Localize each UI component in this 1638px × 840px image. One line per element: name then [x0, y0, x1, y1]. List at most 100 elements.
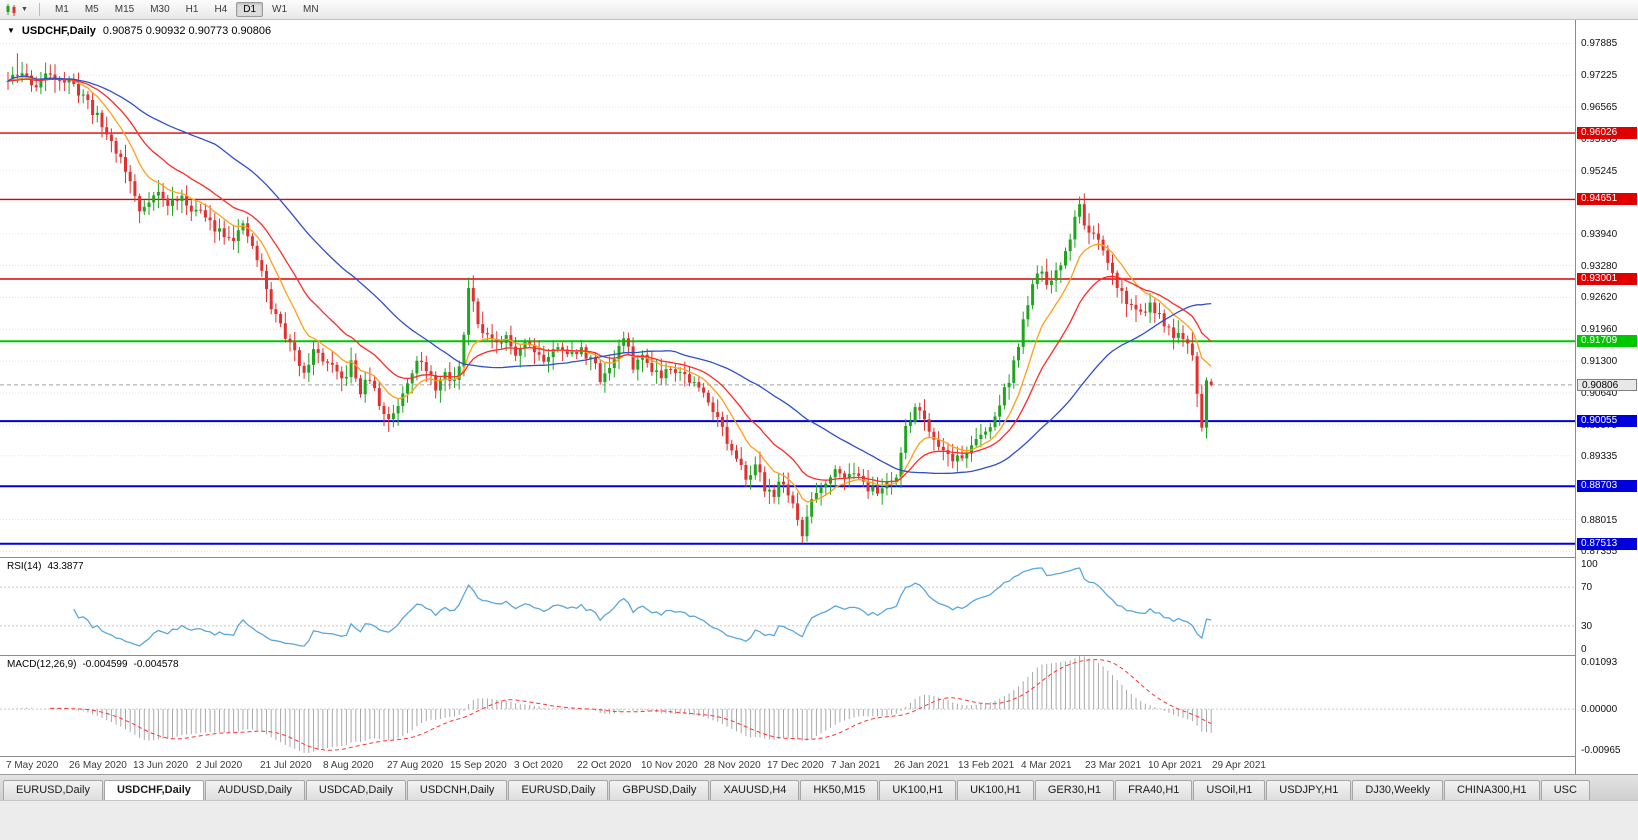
date-axis-label: 13 Feb 2021: [958, 760, 1015, 771]
price-axis-label: 0.89335: [1581, 451, 1618, 462]
date-axis-label: 10 Nov 2020: [641, 760, 698, 771]
panel-divider[interactable]: [0, 655, 1638, 656]
macd-signal-value: -0.004578: [133, 659, 179, 670]
date-axis-label: 27 Aug 2020: [387, 760, 444, 771]
price-tag-support[interactable]: 0.88703: [1577, 480, 1637, 492]
date-axis-label: 29 Apr 2021: [1212, 760, 1266, 771]
chart-tab[interactable]: GBPUSD,Daily: [609, 780, 710, 800]
rsi-axis-label: 30: [1581, 621, 1593, 632]
date-axis-label: 13 Jun 2020: [133, 760, 189, 771]
chart-menu-icon[interactable]: ▼: [7, 26, 15, 35]
price-axis-label: 0.97885: [1581, 38, 1618, 49]
timeframe-button-h1[interactable]: H1: [185, 4, 199, 15]
chart-tab[interactable]: AUDUSD,Daily: [204, 780, 305, 800]
date-axis-label: 7 Jan 2021: [831, 760, 881, 771]
price-tag-resistance[interactable]: 0.94651: [1577, 193, 1637, 205]
chart-tab[interactable]: USDCAD,Daily: [305, 780, 406, 800]
date-axis-label: 22 Oct 2020: [577, 760, 632, 771]
macd-axis-label: -0.00965: [1581, 745, 1621, 756]
rsi-panel-canvas[interactable]: [0, 558, 1575, 655]
toolbar-separator: [38, 3, 40, 16]
macd-label: MACD(12,26,9) -0.004599 -0.004578: [7, 659, 179, 670]
timeframe-button-mn[interactable]: MN: [303, 4, 319, 15]
date-axis-label: 2 Jul 2020: [196, 760, 243, 771]
price-axis-label: 0.97225: [1581, 70, 1618, 81]
rsi-label: RSI(14) 43.3877: [7, 561, 84, 572]
price-tag-resistance[interactable]: 0.93001: [1577, 273, 1637, 285]
chart-ohlc-values: 0.90875 0.90932 0.90773 0.90806: [102, 25, 272, 37]
rsi-axis-label: 100: [1581, 559, 1598, 570]
price-tag-current-price[interactable]: 0.90806: [1577, 379, 1637, 391]
price-axis-label: 0.93940: [1581, 229, 1618, 240]
date-axis-label: 7 May 2020: [6, 760, 59, 771]
price-axis-label: 0.90640: [1581, 388, 1618, 399]
status-bar: [0, 800, 1638, 840]
date-axis-divider: [0, 756, 1638, 757]
price-tag-support[interactable]: 0.87513: [1577, 538, 1637, 550]
chart-tab[interactable]: HK50,M15: [800, 780, 879, 800]
macd-axis-label: 0.01093: [1581, 657, 1618, 668]
macd-axis-label: 0.00000: [1581, 704, 1618, 715]
macd-panel-canvas[interactable]: [0, 656, 1575, 756]
timeframe-button-w1[interactable]: W1: [272, 4, 288, 15]
date-axis-label: 10 Apr 2021: [1148, 760, 1202, 771]
date-axis-label: 21 Jul 2020: [260, 760, 312, 771]
timeframe-button-m15[interactable]: M15: [114, 4, 135, 15]
chart-tab[interactable]: CHINA300,H1: [1443, 780, 1540, 800]
chart-tab[interactable]: GER30,H1: [1034, 780, 1115, 800]
date-axis-label: 26 Jan 2021: [894, 760, 950, 771]
chart-tab[interactable]: EURUSD,Daily: [3, 780, 103, 800]
chart-tab[interactable]: FRA40,H1: [1115, 780, 1193, 800]
timeframe-button-m5[interactable]: M5: [84, 4, 99, 15]
price-axis-label: 0.91300: [1581, 356, 1618, 367]
chart-tab[interactable]: XAUUSD,H4: [710, 780, 800, 800]
price-axis-label: 0.93280: [1581, 261, 1618, 272]
price-axis-label: 0.92620: [1581, 292, 1618, 303]
date-axis-label: 15 Sep 2020: [450, 760, 507, 771]
chart-tab[interactable]: EURUSD,Daily: [508, 780, 609, 800]
chart-tab[interactable]: DJ30,Weekly: [1352, 780, 1443, 800]
date-axis[interactable]: 7 May 2020 26 May 2020 13 Jun 2020 2 Jul 20…: [0, 757, 1575, 774]
macd-name: MACD(12,26,9): [7, 659, 77, 670]
panel-divider[interactable]: [0, 557, 1638, 558]
macd-main-value: -0.004599: [82, 659, 128, 670]
chart-tab[interactable]: USDCNH,Daily: [406, 780, 508, 800]
chart-tab-bar: EURUSD,Daily USDCHF,Daily AUDUSD,Daily USDC…: [0, 774, 1638, 800]
rsi-axis-label: 0: [1581, 644, 1587, 655]
date-axis-label: 4 Mar 2021: [1021, 760, 1072, 771]
chart-symbol-label: USDCHF,Daily: [21, 25, 96, 37]
chart-type-dropdown-icon[interactable]: ▼: [21, 6, 28, 13]
date-axis-label: 28 Nov 2020: [704, 760, 761, 771]
price-axis-label: 0.95905: [1581, 134, 1618, 145]
top-toolbar: ▼ M1 M5 M15 M30 H1 H4 D1 W1 MN: [0, 0, 1638, 20]
candlestick-chart-icon[interactable]: [4, 3, 20, 17]
date-axis-label: 3 Oct 2020: [514, 760, 563, 771]
price-axis-label: 0.91960: [1581, 324, 1618, 335]
price-axis-label: 0.96565: [1581, 102, 1618, 113]
price-tag-support[interactable]: 0.90055: [1577, 415, 1637, 427]
price-axis-label: 0.95245: [1581, 166, 1618, 177]
chart-tab[interactable]: USDCHF,Daily: [103, 780, 204, 800]
rsi-axis-label: 70: [1581, 582, 1593, 593]
chart-tab[interactable]: UK100,H1: [957, 780, 1034, 800]
date-axis-label: 8 Aug 2020: [323, 760, 374, 771]
price-tag-resistance[interactable]: 0.96026: [1577, 127, 1637, 139]
chart-title: ▼ USDCHF,Daily 0.90875 0.90932 0.90773 0…: [7, 25, 271, 37]
price-axis[interactable]: 0.97885 0.97225 0.96565 0.95905 0.95245 0.939…: [1575, 20, 1638, 774]
chart-tab[interactable]: UK100,H1: [879, 780, 957, 800]
timeframe-toolbar: M1 M5 M15 M30 H1 H4 D1 W1 MN: [47, 2, 327, 17]
main-chart-canvas[interactable]: [0, 20, 1575, 557]
chart-tab[interactable]: USOil,H1: [1193, 780, 1266, 800]
date-axis-label: 23 Mar 2021: [1085, 760, 1142, 771]
date-axis-label: 26 May 2020: [69, 760, 127, 771]
timeframe-button-h4[interactable]: H4: [214, 4, 228, 15]
timeframe-button-m30[interactable]: M30: [150, 4, 170, 15]
chart-tab[interactable]: USC: [1540, 780, 1590, 800]
price-axis-label: 0.87355: [1581, 546, 1618, 557]
price-axis-label: 0.88015: [1581, 515, 1618, 526]
timeframe-button-d1[interactable]: D1: [236, 2, 264, 17]
timeframe-button-m1[interactable]: M1: [54, 4, 69, 15]
rsi-name: RSI(14): [7, 561, 42, 572]
price-tag-support-green[interactable]: 0.91709: [1577, 335, 1637, 347]
chart-tab[interactable]: USDJPY,H1: [1266, 780, 1352, 800]
